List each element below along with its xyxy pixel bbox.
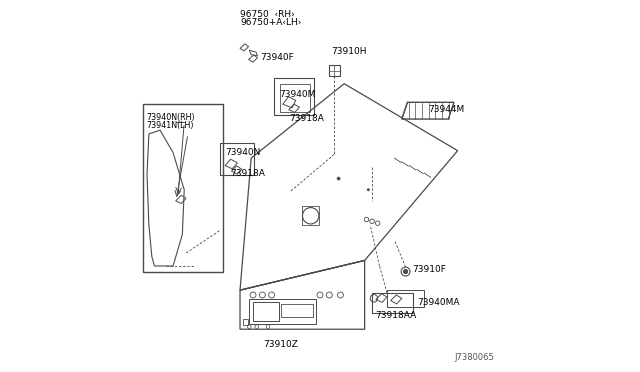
Text: 73940N(RH): 73940N(RH) bbox=[146, 113, 195, 122]
Bar bbox=[372, 293, 413, 313]
Bar bbox=[143, 104, 223, 272]
Text: 73910F: 73910F bbox=[412, 265, 446, 274]
Text: 73940F: 73940F bbox=[260, 53, 294, 62]
Bar bbox=[280, 84, 310, 112]
Circle shape bbox=[404, 270, 408, 273]
Bar bbox=[220, 143, 254, 175]
Circle shape bbox=[367, 188, 370, 191]
Text: 73941N(LH): 73941N(LH) bbox=[146, 121, 193, 130]
Text: 73940N: 73940N bbox=[225, 148, 261, 157]
Bar bbox=[387, 290, 424, 307]
Bar bbox=[273, 78, 314, 115]
Circle shape bbox=[337, 177, 340, 180]
Text: 96750+A‹LH›: 96750+A‹LH› bbox=[240, 18, 301, 27]
Text: 73918AA: 73918AA bbox=[375, 311, 416, 320]
Text: 73918A: 73918A bbox=[289, 114, 324, 123]
Text: 73940M: 73940M bbox=[279, 90, 316, 99]
Text: 73910H: 73910H bbox=[331, 47, 367, 56]
Text: 73940MA: 73940MA bbox=[417, 298, 460, 307]
Text: 73918A: 73918A bbox=[230, 169, 265, 178]
Text: 73910Z: 73910Z bbox=[264, 340, 298, 349]
Text: J7380065: J7380065 bbox=[454, 353, 493, 362]
Text: 73944M: 73944M bbox=[428, 105, 464, 114]
Text: 96750  ‹RH›: 96750 ‹RH› bbox=[240, 10, 295, 19]
